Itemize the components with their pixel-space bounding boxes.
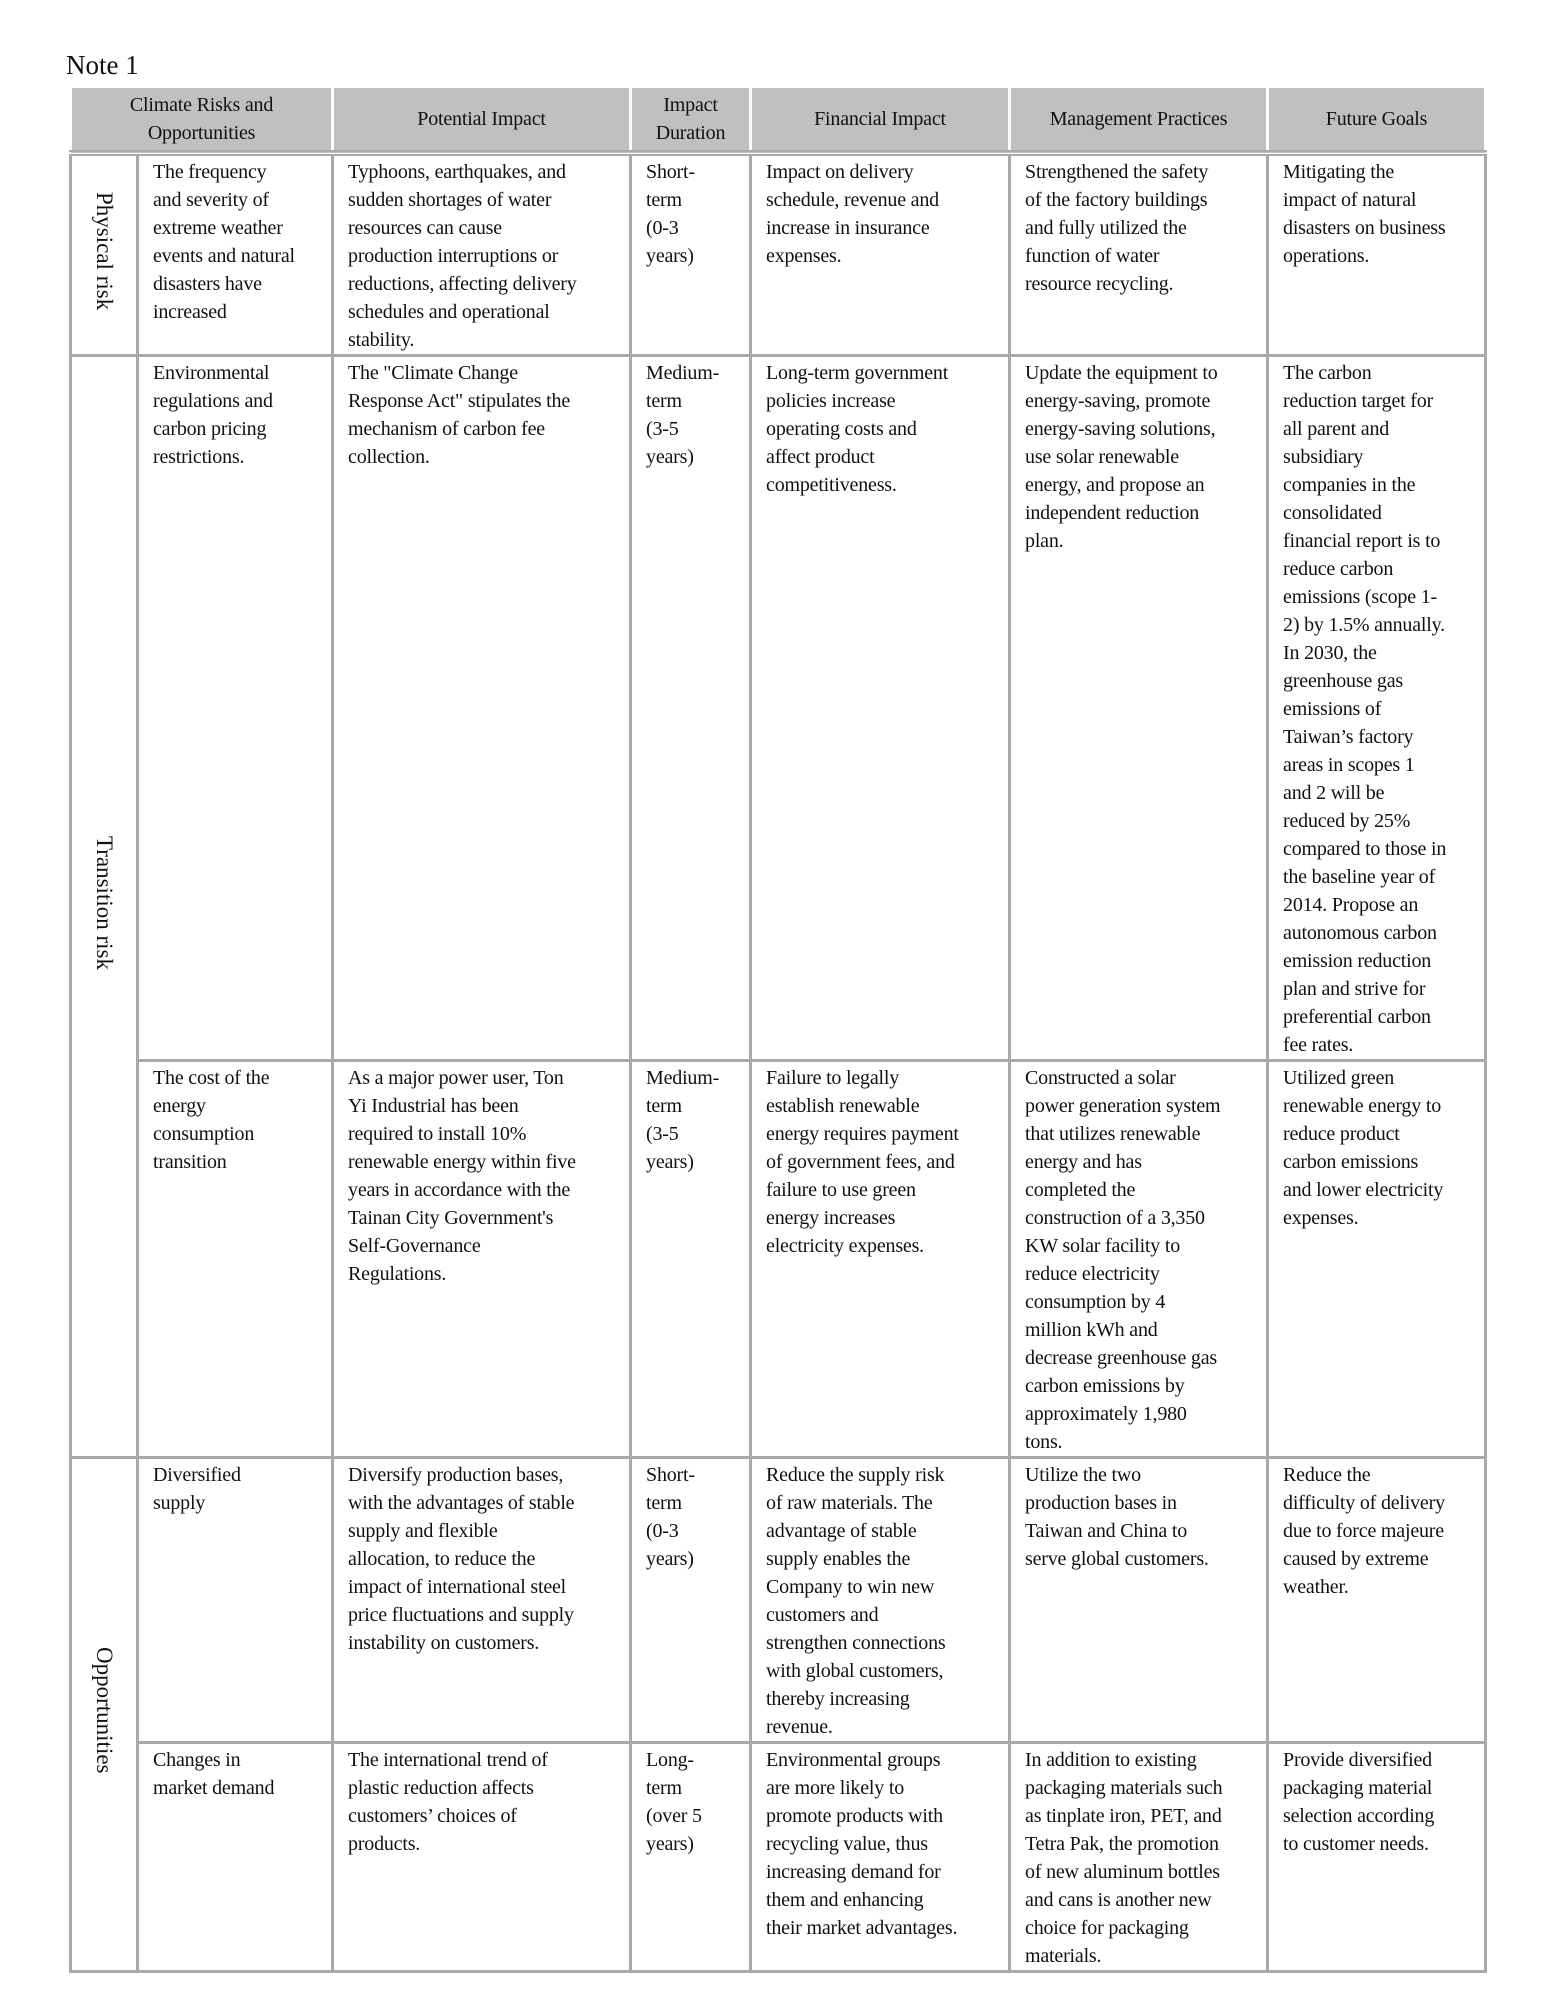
- potential-cell: As a major power user, Ton Yi Industrial…: [331, 1059, 633, 1459]
- duration-cell: Medium- term (3-5 years): [629, 1059, 753, 1459]
- management-cell: Update the equipment to energy-saving, p…: [1008, 354, 1270, 1062]
- financial-cell: Failure to legally establish renewable e…: [749, 1059, 1012, 1459]
- header-climate-risks: Climate Risks and Opportunities: [68, 85, 335, 156]
- category-opportunities: Opportunities: [69, 1456, 139, 1973]
- duration-cell: Long- term (over 5 years): [629, 1741, 753, 1973]
- table-row: Changes in market demand The internation…: [71, 1741, 1488, 1973]
- financial-cell: Long-term government policies increase o…: [749, 354, 1012, 1062]
- financial-cell: Impact on delivery schedule, revenue and…: [749, 151, 1012, 357]
- risk-cell: Diversified supply: [135, 1456, 335, 1744]
- category-label: Physical risk: [92, 191, 117, 311]
- duration-cell: Medium- term (3-5 years): [629, 354, 753, 1062]
- potential-cell: The "Climate Change Response Act" stipul…: [331, 354, 633, 1062]
- risk-cell: The frequency and severity of extreme we…: [135, 151, 335, 357]
- header-row: Climate Risks and Opportunities Potentia…: [68, 85, 1488, 156]
- table-row: Transition risk Environmental regulation…: [69, 354, 1488, 1459]
- category-transition-risk: Transition risk: [69, 354, 139, 1459]
- category-label: Opportunities: [92, 1647, 117, 1774]
- header-future-goals: Future Goals: [1266, 85, 1488, 156]
- goals-cell: Utilized green renewable energy to reduc…: [1266, 1059, 1488, 1459]
- header-financial-impact: Financial Impact: [749, 85, 1012, 156]
- duration-cell: Short- term (0-3 years): [629, 151, 753, 357]
- goals-cell: Mitigating the impact of natural disaste…: [1266, 151, 1488, 357]
- duration-cell: Short- term (0-3 years): [629, 1456, 753, 1744]
- potential-cell: Typhoons, earthquakes, and sudden shorta…: [331, 151, 633, 357]
- table-row: Physical risk The frequency and severity…: [69, 151, 1488, 357]
- management-cell: In addition to existing packaging materi…: [1008, 1741, 1270, 1973]
- goals-cell: Provide diversified packaging material s…: [1266, 1741, 1488, 1973]
- table-row: Opportunities Diversified supply Diversi…: [69, 1456, 1488, 1973]
- goals-cell: The carbon reduction target for all pare…: [1266, 354, 1488, 1062]
- potential-cell: Diversify production bases, with the adv…: [331, 1456, 633, 1744]
- risk-cell: Environmental regulations and carbon pri…: [135, 354, 335, 1062]
- climate-risk-table: Climate Risks and Opportunities Potentia…: [68, 85, 1488, 1973]
- note-label: Note 1: [66, 50, 139, 80]
- category-physical-risk: Physical risk: [69, 151, 139, 357]
- management-cell: Utilize the two production bases in Taiw…: [1008, 1456, 1270, 1744]
- goals-cell: Reduce the difficulty of delivery due to…: [1266, 1456, 1488, 1744]
- header-potential-impact: Potential Impact: [331, 85, 633, 156]
- management-cell: Constructed a solar power generation sys…: [1008, 1059, 1270, 1459]
- management-cell: Strengthened the safety of the factory b…: [1008, 151, 1270, 357]
- financial-cell: Reduce the supply risk of raw materials.…: [749, 1456, 1012, 1744]
- header-impact-duration: Impact Duration: [629, 85, 753, 156]
- header-management-practices: Management Practices: [1008, 85, 1270, 156]
- risk-cell: The cost of the energy consumption trans…: [135, 1059, 335, 1459]
- financial-cell: Environmental groups are more likely to …: [749, 1741, 1012, 1973]
- risk-cell: Changes in market demand: [135, 1741, 335, 1973]
- table-row: The cost of the energy consumption trans…: [71, 1059, 1488, 1459]
- category-label: Transition risk: [92, 835, 117, 970]
- potential-cell: The international trend of plastic reduc…: [331, 1741, 633, 1973]
